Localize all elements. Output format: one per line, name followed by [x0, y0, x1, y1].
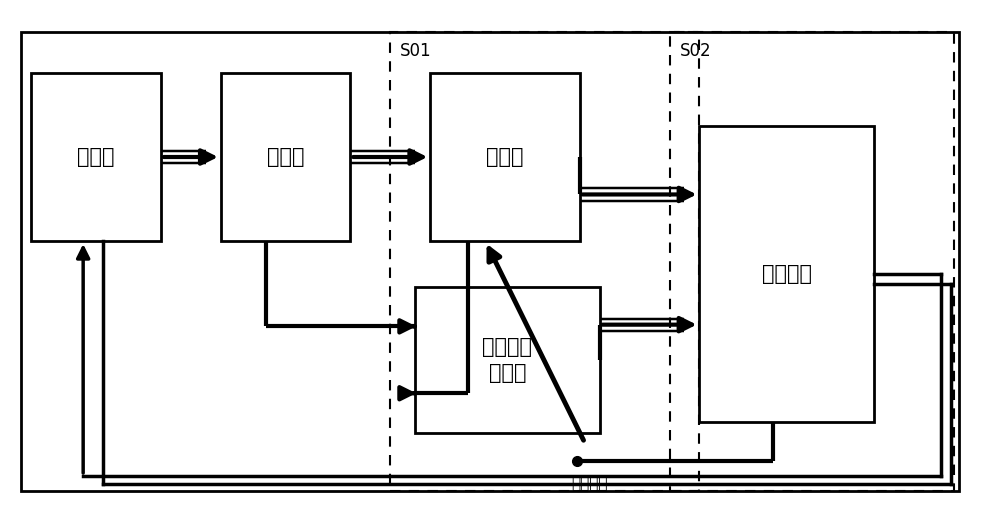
Bar	[670, 32, 954, 491]
Bar	[221, 73, 350, 241]
Bar	[31, 73, 161, 241]
Text: S01: S01	[400, 42, 432, 60]
Text: 故障诊断: 故障诊断	[762, 264, 812, 284]
Text: 传感器: 传感器	[486, 147, 524, 167]
Text: S02: S02	[680, 42, 711, 60]
Bar	[699, 126, 874, 422]
Text: 学习信号: 学习信号	[572, 476, 608, 491]
Text: 变结构模
糊系统: 变结构模 糊系统	[482, 337, 532, 383]
Text: 控制器: 控制器	[77, 147, 115, 167]
Bar	[415, 287, 600, 432]
Bar	[390, 32, 699, 491]
Text: 飞行器: 飞行器	[267, 147, 304, 167]
Bar	[430, 73, 580, 241]
